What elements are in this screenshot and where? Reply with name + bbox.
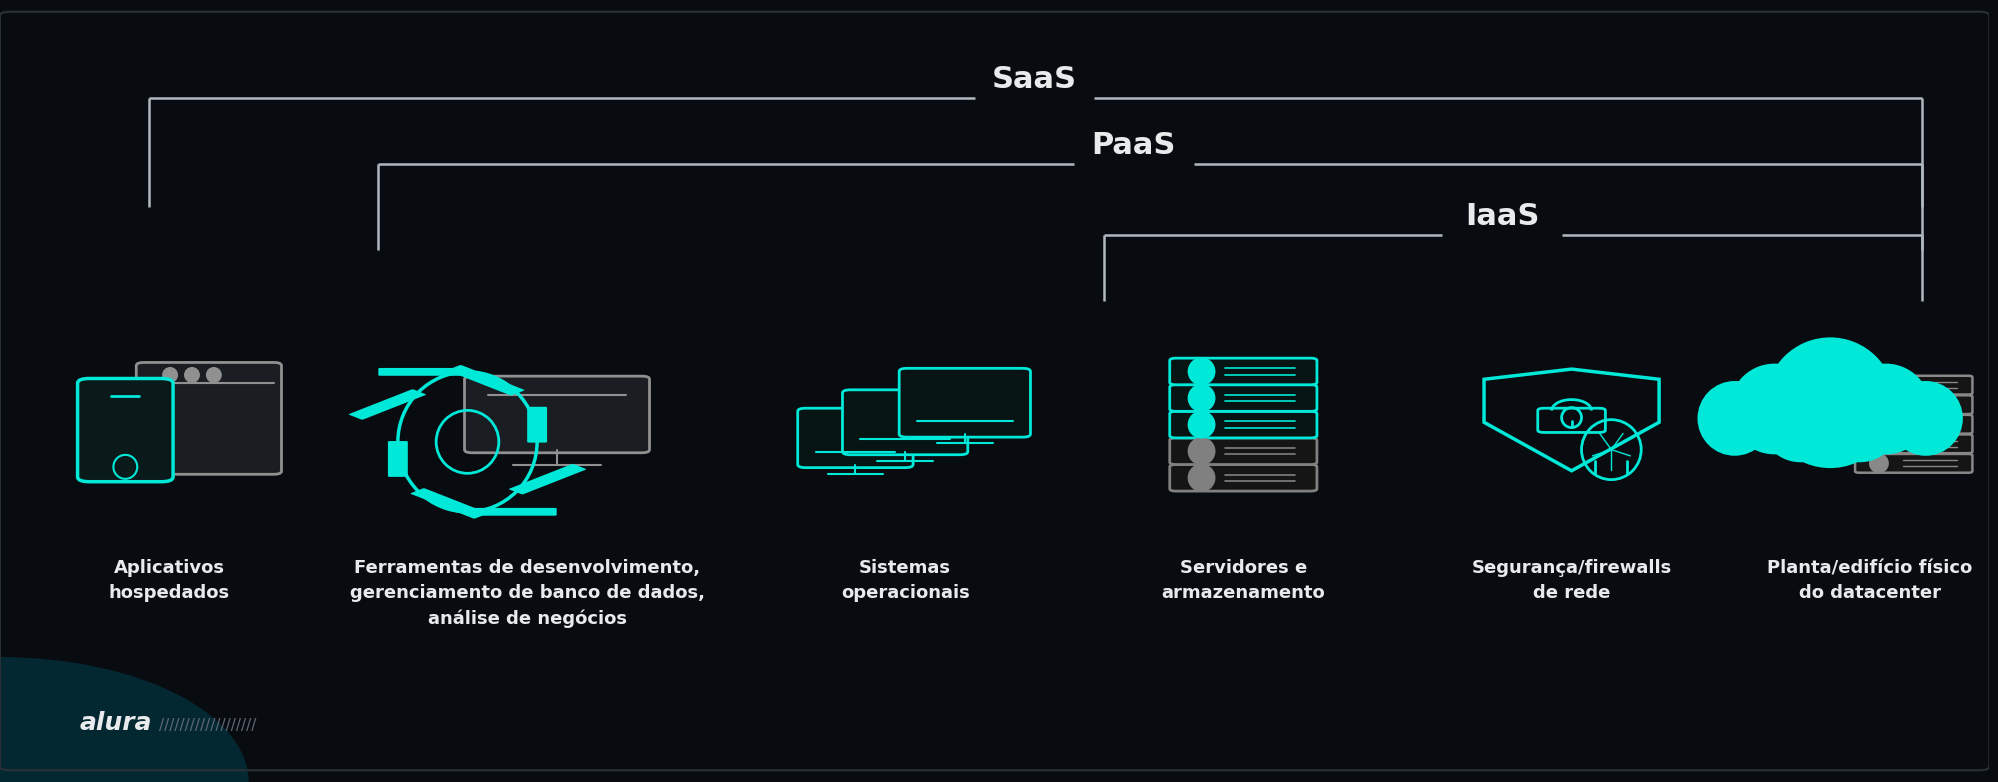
- Ellipse shape: [1888, 382, 1960, 454]
- Text: PaaS: PaaS: [1091, 131, 1175, 160]
- Ellipse shape: [1868, 434, 1888, 454]
- FancyBboxPatch shape: [350, 389, 426, 420]
- Text: SaaS: SaaS: [991, 65, 1077, 94]
- FancyBboxPatch shape: [797, 408, 913, 468]
- FancyBboxPatch shape: [378, 368, 470, 376]
- Ellipse shape: [1187, 437, 1215, 465]
- Text: Servidores e
armazenamento: Servidores e armazenamento: [1161, 559, 1325, 602]
- FancyBboxPatch shape: [1854, 375, 1972, 394]
- FancyBboxPatch shape: [1854, 434, 1972, 453]
- Text: ///////////////////: ///////////////////: [160, 718, 256, 734]
- Text: Ferramentas de desenvolvimento,
gerenciamento de banco de dados,
análise de negó: Ferramentas de desenvolvimento, gerencia…: [350, 559, 705, 628]
- Ellipse shape: [1868, 454, 1888, 473]
- FancyBboxPatch shape: [464, 376, 649, 453]
- FancyBboxPatch shape: [1169, 411, 1317, 438]
- Ellipse shape: [1187, 464, 1215, 492]
- Ellipse shape: [1187, 411, 1215, 439]
- FancyBboxPatch shape: [388, 441, 408, 477]
- Ellipse shape: [1698, 382, 1770, 454]
- Ellipse shape: [1760, 382, 1840, 462]
- FancyBboxPatch shape: [509, 464, 585, 494]
- FancyBboxPatch shape: [1169, 358, 1317, 385]
- FancyBboxPatch shape: [448, 365, 523, 396]
- Ellipse shape: [1868, 395, 1888, 414]
- FancyBboxPatch shape: [78, 378, 174, 482]
- FancyBboxPatch shape: [410, 488, 488, 518]
- FancyBboxPatch shape: [1854, 395, 1972, 414]
- Text: Aplicativos
hospedados: Aplicativos hospedados: [108, 559, 230, 602]
- Ellipse shape: [206, 367, 222, 383]
- FancyBboxPatch shape: [1854, 414, 1972, 433]
- FancyBboxPatch shape: [1169, 385, 1317, 411]
- FancyBboxPatch shape: [527, 407, 547, 443]
- FancyBboxPatch shape: [841, 389, 967, 454]
- Ellipse shape: [1868, 414, 1888, 434]
- Ellipse shape: [1187, 384, 1215, 412]
- FancyBboxPatch shape: [899, 368, 1029, 437]
- Ellipse shape: [1868, 375, 1888, 395]
- FancyBboxPatch shape: [1854, 454, 1972, 472]
- Text: Sistemas
operacionais: Sistemas operacionais: [841, 559, 969, 602]
- Ellipse shape: [184, 367, 200, 383]
- Ellipse shape: [0, 657, 248, 782]
- FancyBboxPatch shape: [136, 362, 282, 474]
- Ellipse shape: [1820, 382, 1898, 462]
- Text: Segurança/firewalls
de rede: Segurança/firewalls de rede: [1471, 559, 1670, 602]
- Text: IaaS: IaaS: [1465, 202, 1538, 231]
- Ellipse shape: [162, 367, 178, 383]
- FancyBboxPatch shape: [1169, 465, 1317, 491]
- FancyBboxPatch shape: [466, 508, 555, 515]
- Text: Planta/edifício físico
do datacenter: Planta/edifício físico do datacenter: [1766, 559, 1972, 602]
- Ellipse shape: [1730, 365, 1818, 453]
- Ellipse shape: [1794, 390, 1864, 462]
- Ellipse shape: [1187, 357, 1215, 386]
- FancyBboxPatch shape: [1169, 438, 1317, 465]
- Ellipse shape: [1766, 339, 1892, 467]
- Text: alura: alura: [80, 712, 152, 735]
- Ellipse shape: [1842, 365, 1928, 453]
